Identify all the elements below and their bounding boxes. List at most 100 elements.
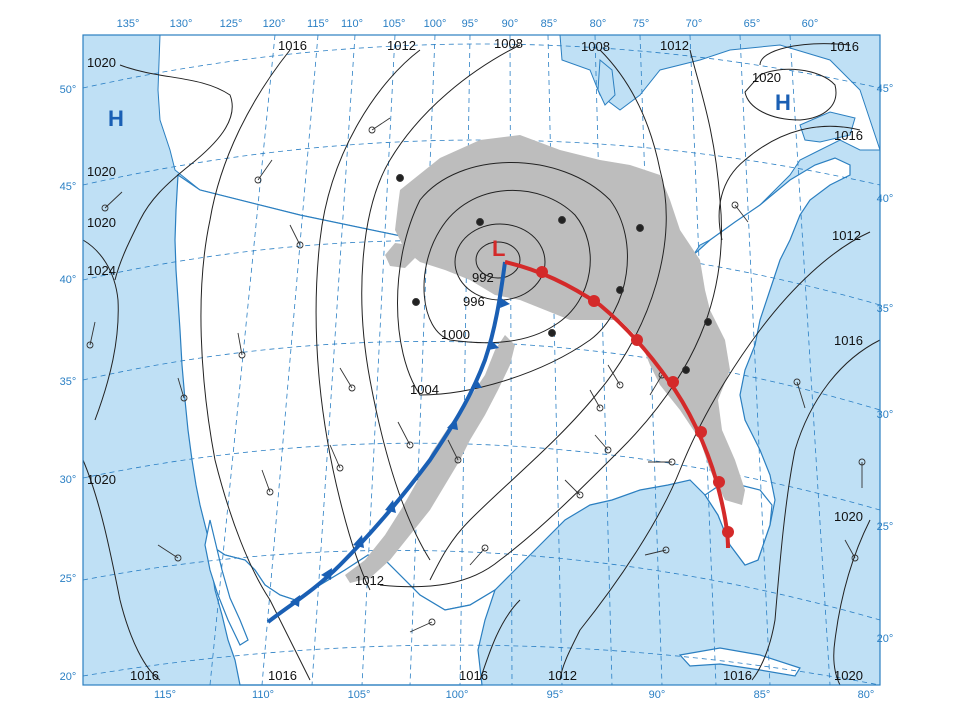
isobar-label: 1004: [410, 382, 439, 397]
isobar-label: 1020: [87, 164, 116, 179]
warm-front-bump: [588, 295, 600, 307]
isobar-label: 996: [463, 294, 485, 309]
isobar-label: 1020: [87, 215, 116, 230]
right_latitudes-label: 35°: [877, 303, 894, 315]
isobar-1016: [200, 43, 881, 681]
isobar-1008: [361, 44, 667, 581]
isobar-label: 1000: [441, 327, 470, 342]
lat-line-20: [82, 644, 881, 686]
isobar-1020-se: [833, 519, 871, 686]
warm-front-bump: [695, 426, 707, 438]
isobar-1020-ne-high: [744, 68, 837, 121]
lat-line-45: [82, 139, 881, 186]
top_longitudes-label: 125°: [220, 18, 243, 30]
station-model: [339, 367, 356, 392]
warm-front-bump: [536, 266, 548, 278]
isobar-1020-west: [114, 64, 233, 281]
right_latitudes-label: 45°: [877, 83, 894, 95]
station-model: [858, 458, 866, 488]
isobars: [82, 43, 881, 686]
top_longitudes-label: 120°: [263, 18, 286, 30]
station-model: [329, 444, 344, 472]
lat-line-30: [82, 442, 881, 511]
station-model: [397, 421, 414, 449]
top_longitudes-label: 65°: [744, 18, 761, 30]
lat-line-50: [82, 43, 881, 89]
isobar-label: 992: [472, 270, 494, 285]
station-model-overcast: [616, 286, 624, 294]
top_longitudes-label: 85°: [541, 18, 558, 30]
precip-main-shield: [395, 135, 745, 505]
isobar-label: 1016: [130, 668, 159, 683]
right_latitudes-label: 25°: [877, 521, 894, 533]
top_longitudes-label: 70°: [686, 18, 703, 30]
station-model: [564, 479, 584, 499]
station-model-overcast: [396, 174, 404, 182]
left_latitudes-label: 50°: [60, 84, 77, 96]
isobar-label: 1024: [87, 263, 116, 278]
warm-front-bump: [722, 526, 734, 538]
lon-line-100: [409, 34, 436, 686]
left_latitudes-label: 30°: [60, 474, 77, 486]
map-frame: [82, 34, 881, 686]
lon-line-115: [261, 34, 319, 686]
left_latitudes-label: 25°: [60, 573, 77, 585]
high-pressure-northeast: H: [775, 90, 791, 115]
top_longitudes-label: 115°: [307, 18, 329, 30]
top_longitudes-label: 90°: [502, 18, 519, 30]
bottom_longitudes-label: 110°: [252, 689, 274, 701]
station-model: [594, 434, 612, 454]
isobar-label: 1016: [459, 668, 488, 683]
isobar-label: 1016: [268, 668, 297, 683]
station-model: [157, 544, 182, 562]
station-model: [793, 378, 806, 409]
station-model: [237, 332, 246, 359]
cold-front: [266, 261, 510, 624]
station-model-overcast: [476, 218, 484, 226]
station-model: [447, 439, 462, 464]
top_longitudes-label: 75°: [633, 18, 650, 30]
isobar-label: 1020: [752, 70, 781, 85]
station-model: [607, 364, 624, 389]
left_latitudes-label: 20°: [60, 671, 77, 683]
station-model: [644, 546, 670, 556]
lon-line-120: [209, 34, 276, 686]
isobar-label: 1016: [723, 668, 752, 683]
left_latitudes-label: 40°: [60, 274, 77, 286]
warm-front: [504, 260, 734, 549]
baja-peninsula: [204, 519, 249, 646]
isobar-1020-west-south: [82, 459, 161, 681]
station-model: [409, 618, 436, 633]
station-model: [731, 201, 749, 223]
bottom-longitude-labels: 115° 110° 105° 100° 95° 90° 85° 80°: [154, 689, 874, 701]
cold-front-barb: [471, 378, 482, 388]
left-latitude-labels: 50° 45° 40° 35° 30° 25° 20°: [60, 84, 77, 683]
top_longitudes-label: 60°: [802, 18, 819, 30]
station-model: [289, 224, 304, 249]
isobar-1012: [315, 49, 871, 681]
low-pressure-center: L: [492, 236, 505, 261]
station-model: [469, 544, 489, 566]
station-model-overcast: [412, 298, 420, 306]
cold-front-barb: [321, 568, 332, 580]
isobar-label: 1012: [832, 228, 861, 243]
right_latitudes-label: 30°: [877, 409, 894, 421]
isobar-992: [475, 241, 521, 279]
isobar-label: 1016: [830, 39, 859, 54]
left_latitudes-label: 45°: [60, 181, 77, 193]
cold-front-barb: [447, 418, 458, 430]
isobar-label: 1012: [548, 668, 577, 683]
station-model: [368, 117, 391, 134]
station-model-overcast: [558, 216, 566, 224]
top-longitude-labels: 135° 130° 125° 120° 115° 110° 105° 100° 95° 90° 85…: [117, 18, 819, 30]
station-model: [648, 458, 676, 466]
station-model-overcast: [548, 329, 556, 337]
isobar-label: 1012: [660, 38, 689, 53]
precip-west-blob: [385, 243, 415, 268]
station-model-overcast: [704, 318, 712, 326]
bottom_longitudes-label: 115°: [154, 689, 176, 701]
isobar-label: 1016: [834, 128, 863, 143]
hudson-bay-inlet: [597, 58, 616, 106]
right_latitudes-label: 40°: [877, 193, 894, 205]
